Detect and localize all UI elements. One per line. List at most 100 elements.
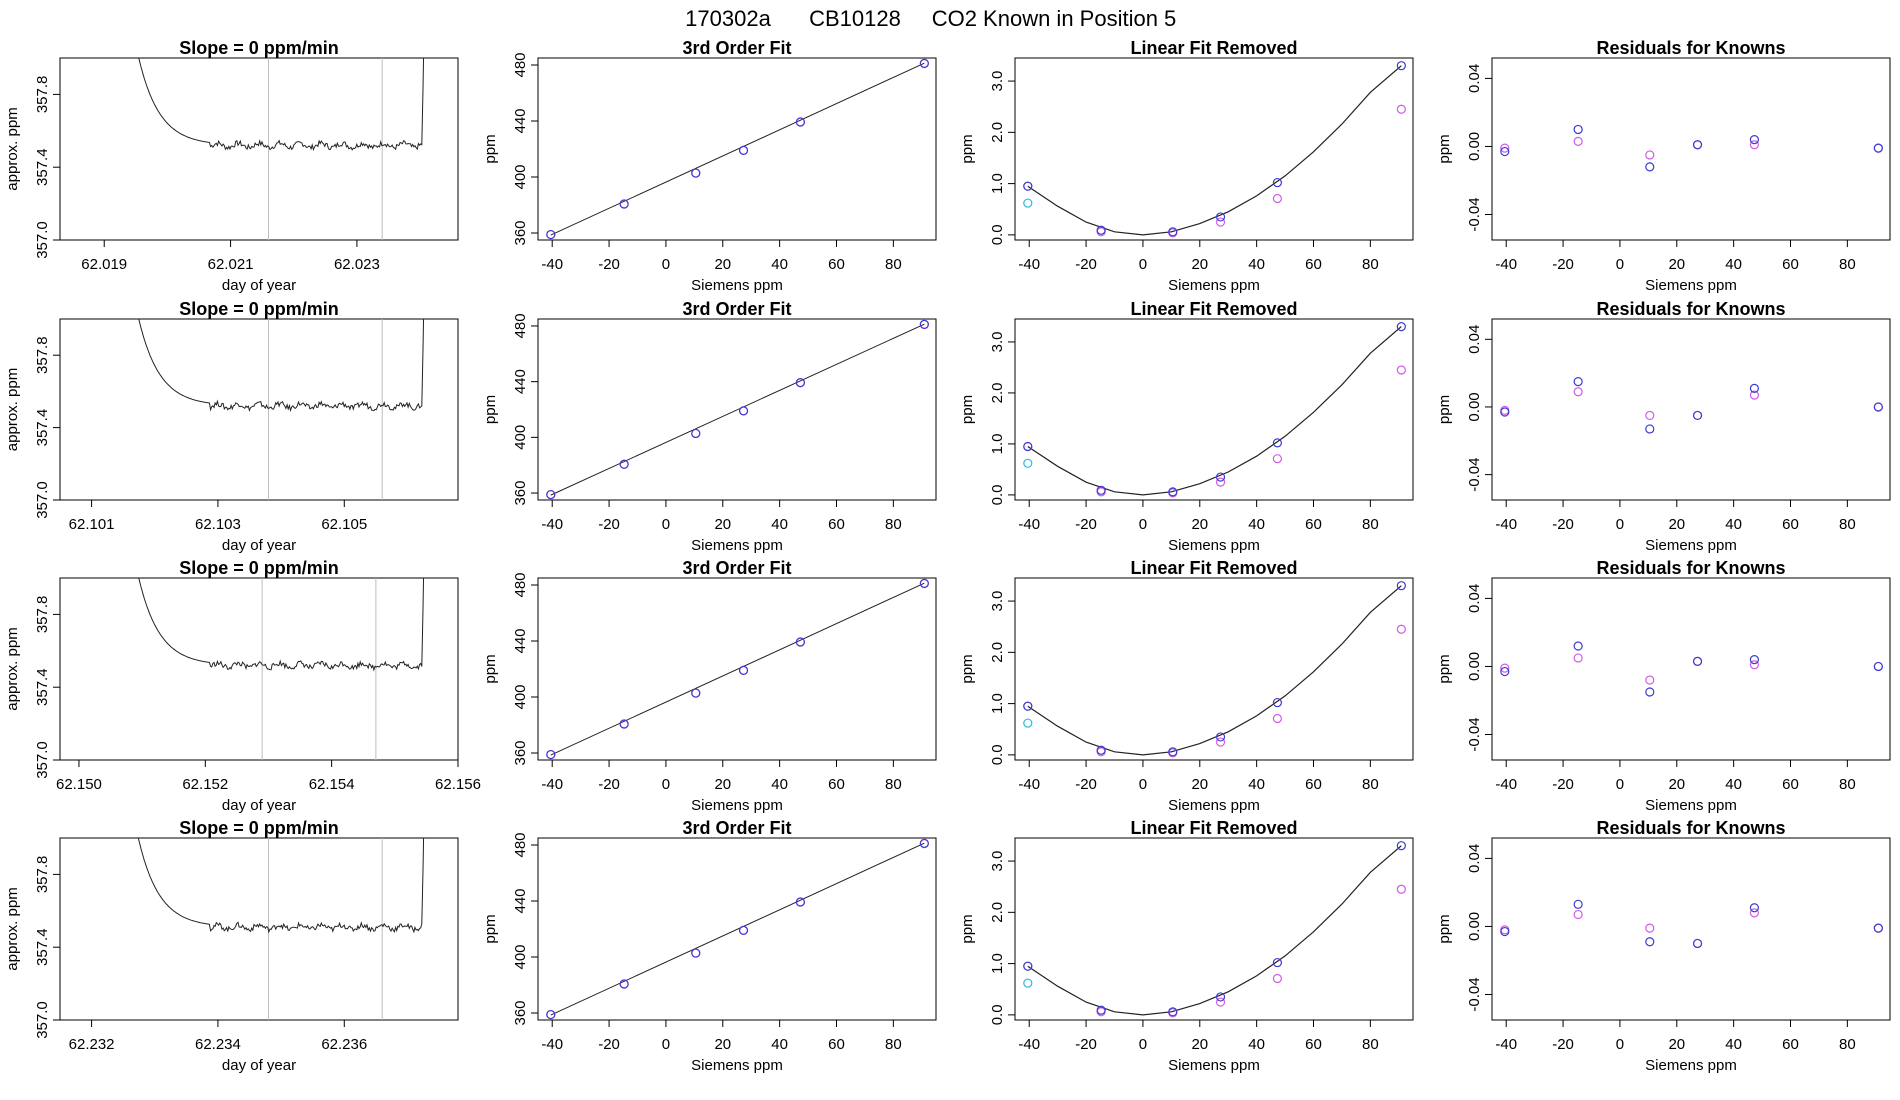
y-tick-label: 1.0: [989, 173, 1006, 194]
x-axis-label: Siemens ppm: [1168, 537, 1260, 554]
x-tick-label: 60: [828, 256, 845, 273]
y-tick-label: 0.04: [1466, 325, 1483, 354]
x-tick-label: 80: [1839, 256, 1856, 273]
y-tick-label: 0.00: [1466, 652, 1483, 681]
data-point-blue: [1749, 903, 1759, 913]
x-tick-label: -20: [598, 776, 620, 793]
y-axis-label: ppm: [1436, 395, 1453, 424]
x-tick-label: 0: [1616, 256, 1624, 273]
data-point-blue: [1573, 641, 1583, 651]
data-point-blue: [795, 378, 805, 388]
data-point-blue: [1168, 487, 1178, 497]
x-tick-label: 0: [662, 776, 670, 793]
data-point-magenta: [1272, 713, 1282, 724]
panel-fit-row-3: 3rd Order Fit Siemens ppm ppm -40 -20 0 20 40 60…: [482, 558, 937, 814]
concentration-trace: [137, 838, 425, 934]
plot-area: [138, 58, 425, 240]
y-tick-label: 357.4: [34, 928, 51, 966]
data-point-blue: [1023, 961, 1033, 971]
x-tick-label: 60: [1782, 776, 1799, 793]
data-point-magenta: [1645, 150, 1655, 160]
fit-curve: [1027, 65, 1402, 236]
x-tick-label: 0: [662, 1036, 670, 1053]
x-tick-label: 60: [1305, 1036, 1322, 1053]
data-point-magenta: [1272, 193, 1282, 204]
y-tick-label: 1.0: [989, 433, 1006, 454]
y-tick-label: 400: [512, 425, 529, 450]
data-point-magenta: [1396, 884, 1406, 894]
data-point-blue: [1873, 143, 1883, 153]
data-point-blue: [1023, 441, 1033, 452]
panel-linear_removed-row-3: Linear Fit Removed Siemens ppm ppm -40 -20 0 2…: [959, 558, 1414, 814]
plot-area: [1027, 845, 1402, 1016]
x-tick-label: -20: [1552, 516, 1574, 533]
data-point-blue: [1396, 61, 1406, 71]
panel-title: Linear Fit Removed: [1130, 558, 1297, 578]
x-axis-label: Siemens ppm: [1645, 1057, 1737, 1074]
data-point-blue: [1215, 732, 1226, 742]
data-point-blue: [795, 897, 805, 907]
y-tick-label: 360: [512, 220, 529, 245]
data-point-blue: [1692, 410, 1703, 421]
x-tick-label: 60: [828, 1036, 845, 1053]
y-tick-label: 440: [512, 108, 529, 133]
y-tick-label: 2.0: [989, 642, 1006, 663]
x-tick-label: 60: [1305, 776, 1322, 793]
x-tick-label: 40: [771, 516, 788, 533]
x-tick-label: 40: [771, 776, 788, 793]
panel-title: Slope = 0 ppm/min: [179, 558, 339, 578]
data-point-blue: [619, 979, 629, 989]
x-tick-label: -40: [1495, 776, 1517, 793]
x-tick-label: -40: [541, 516, 563, 533]
x-tick-label: 20: [714, 256, 731, 273]
plot-frame: [1491, 318, 1891, 501]
x-tick-label: 62.101: [69, 516, 115, 533]
data-point-blue: [1573, 376, 1583, 387]
x-axis-label: day of year: [222, 537, 296, 554]
x-tick-label: 40: [771, 256, 788, 273]
concentration-trace: [138, 58, 425, 152]
x-tick-label: 20: [1191, 1036, 1208, 1053]
data-point-blue: [619, 459, 629, 469]
plot-area: [1027, 326, 1402, 496]
y-tick-label: 400: [512, 164, 529, 189]
x-tick-label: 80: [885, 776, 902, 793]
y-tick-label: 1.0: [989, 953, 1006, 974]
x-tick-label: 40: [1248, 256, 1265, 273]
y-tick-label: 0.04: [1466, 584, 1483, 613]
data-point-blue: [1023, 701, 1033, 711]
x-tick-label: -40: [541, 256, 563, 273]
panel-title: Slope = 0 ppm/min: [179, 38, 339, 58]
data-point-blue: [1873, 402, 1883, 412]
x-tick-label: -40: [1495, 1036, 1517, 1053]
x-tick-label: -20: [598, 256, 620, 273]
y-axis-label: approx. ppm: [4, 107, 21, 190]
plot-frame: [537, 837, 937, 1021]
plot-area: [138, 578, 425, 760]
data-point-blue: [1500, 926, 1510, 937]
fit-line: [550, 323, 925, 496]
x-tick-label: 60: [1305, 516, 1322, 533]
y-tick-label: 0.0: [989, 1004, 1006, 1025]
panel-grid: Slope = 0 ppm/min day of year approx. ppm 6…: [4, 38, 1891, 1074]
x-tick-label: 62.150: [56, 776, 102, 793]
data-point-blue: [1749, 135, 1759, 145]
plot-area: [138, 319, 425, 500]
x-axis-label: Siemens ppm: [691, 277, 783, 294]
x-tick-label: 0: [1616, 516, 1624, 533]
data-point-blue: [795, 117, 805, 127]
x-tick-label: 80: [1362, 1036, 1379, 1053]
x-tick-label: -20: [598, 516, 620, 533]
data-point-magenta: [1272, 454, 1282, 464]
data-point-blue: [1645, 424, 1655, 434]
x-tick-label: 80: [1362, 776, 1379, 793]
y-tick-label: 357.8: [34, 336, 51, 374]
x-tick-label: 40: [1725, 256, 1742, 273]
panel-fit-row-1: 3rd Order Fit Siemens ppm ppm -40 -20 0 20 40 60…: [482, 38, 937, 294]
x-tick-label: 62.105: [321, 516, 367, 533]
data-point-blue: [546, 1009, 556, 1020]
data-point-blue: [1096, 745, 1106, 755]
data-point-blue: [1168, 747, 1178, 757]
y-tick-label: 360: [512, 481, 529, 506]
